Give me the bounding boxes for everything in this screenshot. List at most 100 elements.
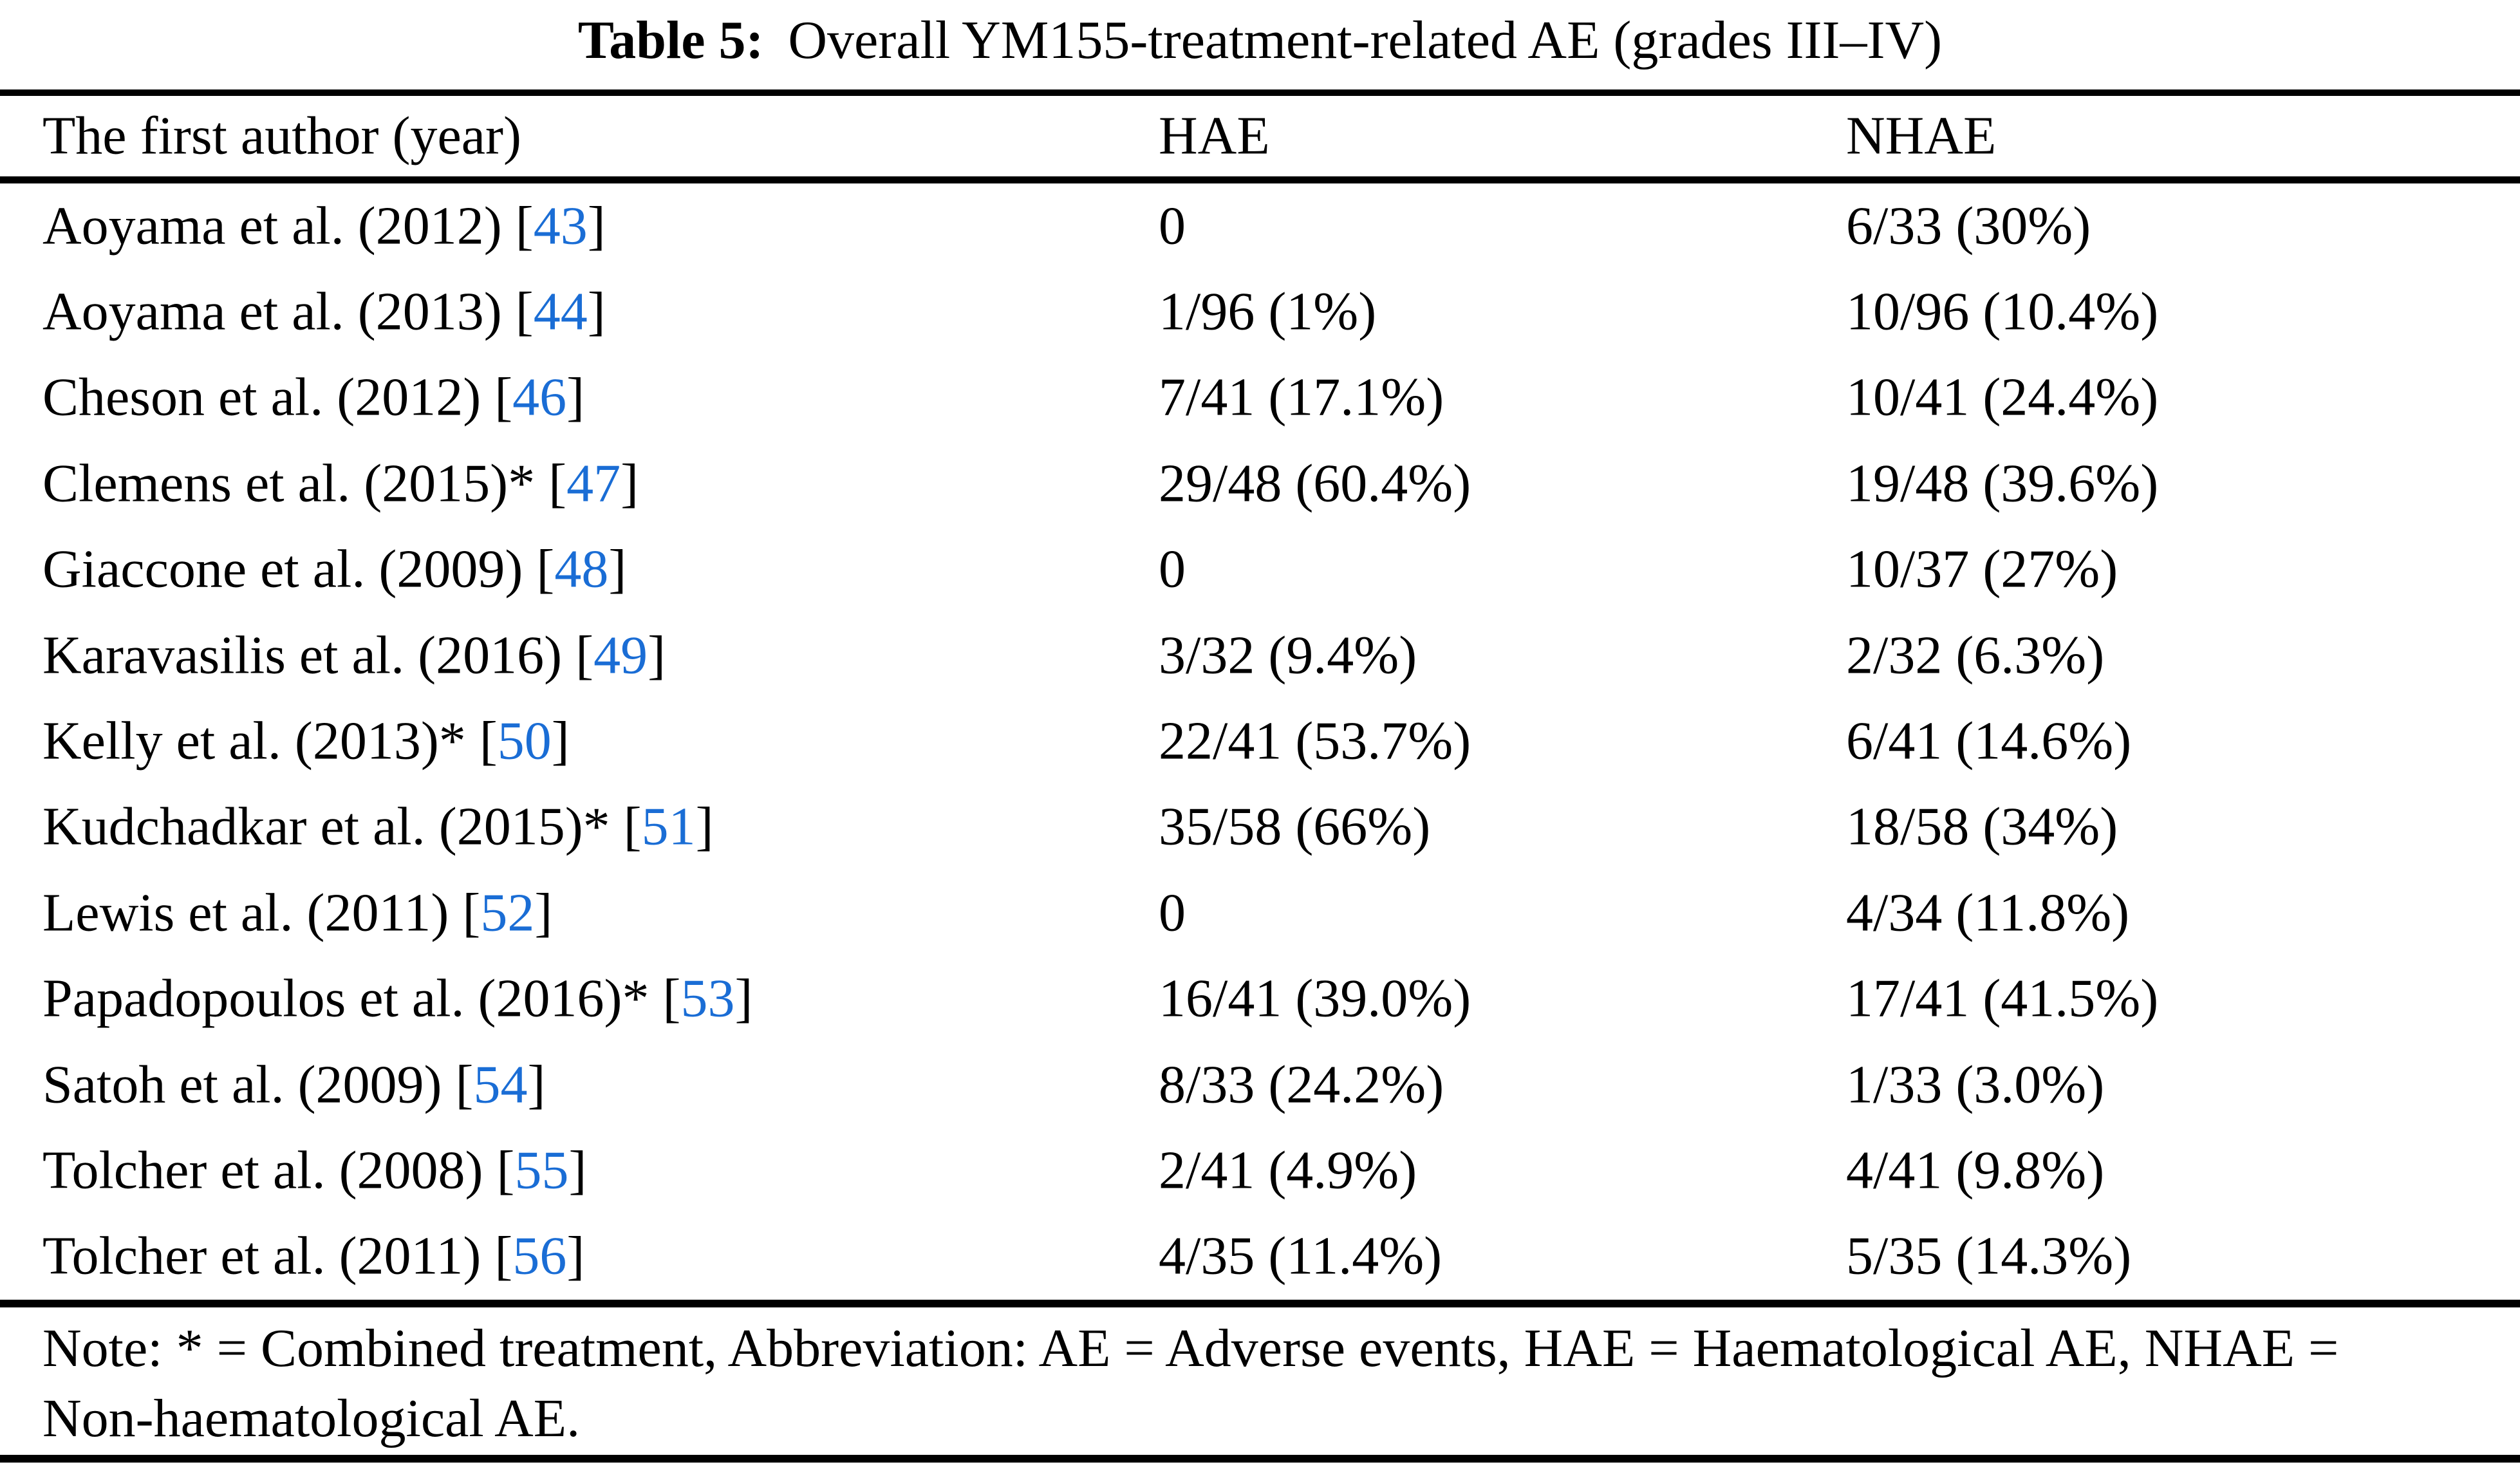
table-body: Aoyama et al. (2012) [43] 0 6/33 (30%) Ao… <box>0 183 2520 1300</box>
nhae-cell: 10/37 (27%) <box>1846 539 2118 599</box>
reference-link[interactable]: 54 <box>473 1054 528 1115</box>
reference-link[interactable]: 48 <box>554 539 609 599</box>
table-note: Note: * = Combined treatment, Abbreviati… <box>42 1313 2512 1454</box>
nhae-cell: 5/35 (14.3%) <box>1846 1226 2132 1287</box>
author-text: Kudchadkar et al. (2015)* <box>42 797 610 857</box>
author-cell: Kudchadkar et al. (2015)* [51] <box>42 796 714 859</box>
table-row: Clemens et al. (2015)* [47] 29/48 (60.4%)… <box>0 441 2520 527</box>
citation-bracket-open: [ <box>496 1140 515 1201</box>
citation-bracket-close: ] <box>648 625 666 686</box>
hae-cell: 7/41 (17.1%) <box>1159 368 1444 428</box>
nhae-cell: 1/33 (3.0%) <box>1846 1054 2105 1115</box>
citation-bracket-close: ] <box>695 797 714 857</box>
citation-bracket-close: ] <box>534 883 553 943</box>
hae-cell: 0 <box>1159 883 1186 943</box>
author-cell: Aoyama et al. (2012) [43] <box>42 195 606 257</box>
citation-bracket-open: [ <box>515 281 534 342</box>
author-cell: Satoh et al. (2009) [54] <box>42 1054 546 1116</box>
citation-bracket-open: [ <box>494 368 513 428</box>
author-cell: Tolcher et al. (2011) [56] <box>42 1226 584 1288</box>
author-text: Tolcher et al. (2008) <box>42 1140 483 1201</box>
nhae-cell: 10/96 (10.4%) <box>1846 281 2159 342</box>
author-text: Giaccone et al. (2009) <box>42 539 523 599</box>
nhae-cell: 2/32 (6.3%) <box>1846 625 2105 686</box>
table-row: Tolcher et al. (2011) [56] 4/35 (11.4%) 5… <box>0 1214 2520 1300</box>
nhae-cell: 10/41 (24.4%) <box>1846 368 2159 428</box>
nhae-cell: 17/41 (41.5%) <box>1846 968 2159 1029</box>
citation-bracket-open: [ <box>575 625 594 686</box>
nhae-cell: 6/33 (30%) <box>1846 196 2091 256</box>
reference-link[interactable]: 44 <box>533 281 588 342</box>
reference-link[interactable]: 49 <box>593 625 648 686</box>
citation-bracket-close: ] <box>621 453 639 514</box>
reference-link[interactable]: 47 <box>566 453 621 514</box>
citation-bracket-open: [ <box>479 711 498 771</box>
hae-cell: 0 <box>1159 539 1186 599</box>
author-text: Aoyama et al. (2012) <box>42 196 502 256</box>
column-header-author: The first author (year) <box>42 106 521 166</box>
author-cell: Giaccone et al. (2009) [48] <box>42 539 626 601</box>
hae-cell: 8/33 (24.2%) <box>1159 1054 1444 1115</box>
author-text: Lewis et al. (2011) <box>42 883 449 943</box>
hae-cell: 0 <box>1159 196 1186 256</box>
note-line-2: Non-haematological AE. <box>42 1389 581 1448</box>
table-row: Kelly et al. (2013)* [50] 22/41 (53.7%) 6… <box>0 698 2520 784</box>
nhae-cell: 6/41 (14.6%) <box>1846 711 2132 771</box>
citation-bracket-open: [ <box>548 453 567 514</box>
citation-bracket-open: [ <box>623 797 642 857</box>
citation-bracket-close: ] <box>734 968 753 1029</box>
table-row: Satoh et al. (2009) [54] 8/33 (24.2%) 1/3… <box>0 1042 2520 1128</box>
table-row: Aoyama et al. (2012) [43] 0 6/33 (30%) <box>0 183 2520 269</box>
body-bottom-rule <box>0 1300 2520 1307</box>
table-row: Aoyama et al. (2013) [44] 1/96 (1%) 10/96… <box>0 269 2520 355</box>
author-text: Satoh et al. (2009) <box>42 1054 442 1115</box>
nhae-cell: 4/34 (11.8%) <box>1846 883 2130 943</box>
nhae-cell: 19/48 (39.6%) <box>1846 453 2159 514</box>
hae-cell: 2/41 (4.9%) <box>1159 1140 1417 1201</box>
author-cell: Papadopoulos et al. (2016)* [53] <box>42 968 752 1031</box>
reference-link[interactable]: 43 <box>533 196 588 256</box>
author-text: Tolcher et al. (2011) <box>42 1226 481 1287</box>
bottom-rule <box>0 1455 2520 1463</box>
table-row: Papadopoulos et al. (2016)* [53] 16/41 (3… <box>0 957 2520 1042</box>
table-number: Table 5: <box>577 10 764 70</box>
citation-bracket-close: ] <box>566 368 585 428</box>
author-cell: Lewis et al. (2011) [52] <box>42 883 552 945</box>
author-cell: Tolcher et al. (2008) [55] <box>42 1140 586 1202</box>
reference-link[interactable]: 46 <box>512 368 567 428</box>
note-line-1: Note: * = Combined treatment, Abbreviati… <box>42 1318 2339 1378</box>
citation-bracket-open: [ <box>455 1054 474 1115</box>
citation-bracket-close: ] <box>566 1226 585 1287</box>
header-rule <box>0 176 2520 183</box>
author-text: Cheson et al. (2012) <box>42 368 481 428</box>
table-row: Lewis et al. (2011) [52] 0 4/34 (11.8%) <box>0 870 2520 956</box>
nhae-cell: 4/41 (9.8%) <box>1846 1140 2105 1201</box>
author-cell: Karavasilis et al. (2016) [49] <box>42 624 666 687</box>
reference-link[interactable]: 55 <box>514 1140 569 1201</box>
citation-bracket-open: [ <box>662 968 681 1029</box>
top-rule <box>0 89 2520 96</box>
citation-bracket-close: ] <box>587 281 606 342</box>
table-caption: Table 5: Overall YM155-treatment-related… <box>0 0 2520 85</box>
author-cell: Kelly et al. (2013)* [50] <box>42 711 570 773</box>
author-text: Aoyama et al. (2013) <box>42 281 502 342</box>
table-row: Giaccone et al. (2009) [48] 0 10/37 (27%) <box>0 527 2520 613</box>
hae-cell: 29/48 (60.4%) <box>1159 453 1471 514</box>
column-header-hae: HAE <box>1159 106 1270 166</box>
hae-cell: 1/96 (1%) <box>1159 281 1377 342</box>
table-caption-text: Overall YM155-treatment-related AE (grad… <box>788 10 1943 70</box>
citation-bracket-close: ] <box>608 539 627 599</box>
table-row: Cheson et al. (2012) [46] 7/41 (17.1%) 10… <box>0 355 2520 441</box>
author-cell: Cheson et al. (2012) [46] <box>42 367 584 429</box>
author-text: Clemens et al. (2015)* <box>42 453 536 514</box>
reference-link[interactable]: 53 <box>680 968 735 1029</box>
citation-bracket-close: ] <box>587 196 606 256</box>
reference-link[interactable]: 50 <box>497 711 552 771</box>
reference-link[interactable]: 52 <box>480 883 535 943</box>
hae-cell: 16/41 (39.0%) <box>1159 968 1471 1029</box>
column-header-nhae: NHAE <box>1846 106 1997 166</box>
reference-link[interactable]: 51 <box>641 797 696 857</box>
hae-cell: 3/32 (9.4%) <box>1159 625 1417 686</box>
reference-link[interactable]: 56 <box>512 1226 567 1287</box>
